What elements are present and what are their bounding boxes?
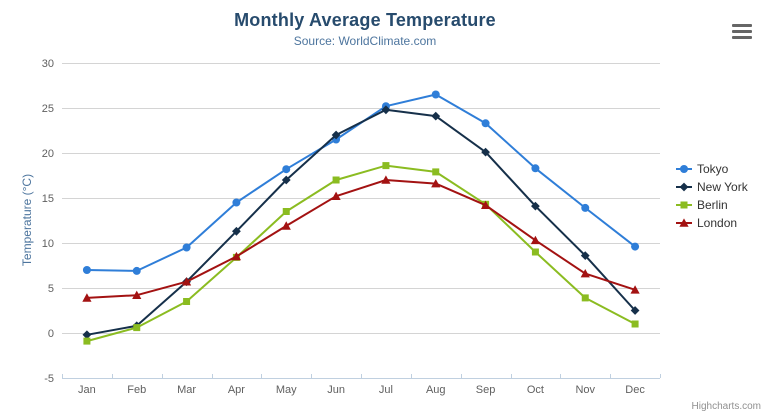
data-point[interactable]	[332, 176, 340, 184]
data-point[interactable]	[232, 226, 241, 236]
triangle-marker-icon	[676, 218, 692, 227]
legend-label: Tokyo	[697, 162, 729, 176]
x-tick-label: Nov	[575, 384, 595, 396]
x-tick-label: Apr	[228, 384, 245, 396]
data-point[interactable]	[281, 175, 291, 185]
series-london[interactable]	[82, 175, 640, 302]
diamond-marker-icon	[676, 182, 692, 192]
legend-label: Berlin	[697, 198, 728, 212]
data-point[interactable]	[531, 248, 539, 256]
data-point[interactable]	[183, 298, 191, 305]
data-point[interactable]	[431, 111, 441, 121]
hamburger-bar	[732, 24, 752, 27]
data-point[interactable]	[631, 242, 640, 251]
x-tick-label: Feb	[127, 384, 146, 396]
data-point[interactable]	[231, 251, 242, 261]
data-point[interactable]	[83, 337, 91, 345]
data-point[interactable]	[331, 191, 341, 200]
data-point[interactable]	[481, 119, 490, 128]
data-point[interactable]	[282, 208, 290, 215]
legend-item-new-york[interactable]: New York	[676, 180, 748, 194]
data-point[interactable]	[679, 218, 689, 227]
y-tick-label: 25	[42, 103, 54, 115]
y-tick-label: 30	[42, 58, 54, 70]
data-point[interactable]	[581, 203, 590, 212]
data-point[interactable]	[432, 168, 440, 176]
data-point[interactable]	[580, 251, 590, 260]
data-point[interactable]	[132, 290, 142, 299]
data-point[interactable]	[431, 179, 441, 188]
data-point[interactable]	[331, 130, 341, 140]
y-tick-label: 5	[48, 283, 54, 295]
data-point[interactable]	[182, 243, 191, 252]
data-point[interactable]	[82, 266, 91, 274]
data-point[interactable]	[381, 175, 391, 184]
hamburger-bar	[732, 30, 752, 33]
data-point[interactable]	[531, 164, 540, 173]
data-point[interactable]	[580, 269, 590, 278]
data-point[interactable]	[133, 324, 141, 332]
data-point[interactable]	[232, 198, 241, 207]
hamburger-bar	[732, 36, 752, 39]
x-tick-label: Jul	[379, 384, 393, 396]
data-point[interactable]	[281, 221, 291, 230]
legend: Tokyo New York Berlin London	[676, 162, 748, 234]
data-point[interactable]	[481, 147, 490, 157]
x-tick-label: Aug	[426, 384, 446, 396]
data-point[interactable]	[431, 90, 440, 99]
series-line	[85, 164, 637, 343]
legend-label: New York	[697, 180, 748, 194]
data-point[interactable]	[82, 293, 92, 302]
data-point[interactable]	[680, 165, 688, 173]
x-tick-label: Jan	[78, 384, 96, 396]
series-new-york[interactable]	[82, 105, 640, 340]
x-tick-label: May	[276, 384, 297, 396]
chart-title: Monthly Average Temperature	[234, 10, 496, 30]
x-tick-label: Sep	[476, 384, 496, 396]
x-tick-label: Jun	[327, 384, 345, 396]
legend-item-london[interactable]: London	[676, 216, 748, 230]
x-tick-label: Oct	[527, 384, 544, 396]
credits-link[interactable]: Highcharts.com	[691, 401, 761, 412]
legend-item-berlin[interactable]: Berlin	[676, 198, 748, 212]
data-point[interactable]	[382, 162, 390, 170]
y-tick-label: 10	[42, 238, 54, 250]
x-tick-label: Dec	[625, 384, 645, 396]
data-point[interactable]	[679, 182, 689, 192]
series-line	[85, 179, 637, 299]
data-point[interactable]	[581, 294, 589, 302]
x-tick-label: Mar	[177, 384, 196, 396]
data-point[interactable]	[132, 266, 141, 275]
series-line	[85, 93, 637, 272]
square-marker-icon	[676, 201, 692, 209]
data-point[interactable]	[82, 330, 92, 340]
data-point[interactable]	[282, 165, 291, 174]
data-point[interactable]	[480, 200, 491, 209]
hamburger-icon[interactable]	[730, 20, 754, 43]
chart-subtitle: Source: WorldClimate.com	[293, 34, 437, 48]
series-tokyo[interactable]	[82, 90, 640, 275]
data-point[interactable]	[381, 105, 391, 115]
legend-label: London	[697, 216, 738, 230]
y-tick-label: 0	[48, 328, 54, 340]
data-point[interactable]	[680, 201, 688, 209]
data-point[interactable]	[631, 320, 639, 328]
data-point[interactable]	[530, 235, 541, 245]
circle-marker-icon	[676, 165, 692, 173]
y-tick-label: -5	[44, 373, 54, 385]
y-tick-label: 15	[42, 193, 54, 205]
legend-item-tokyo[interactable]: Tokyo	[676, 162, 748, 176]
y-tick-label: 20	[42, 148, 54, 160]
series-line	[85, 108, 637, 336]
data-point[interactable]	[531, 201, 540, 211]
data-point[interactable]	[181, 277, 192, 286]
data-point[interactable]	[630, 306, 640, 315]
data-point[interactable]	[630, 285, 640, 294]
